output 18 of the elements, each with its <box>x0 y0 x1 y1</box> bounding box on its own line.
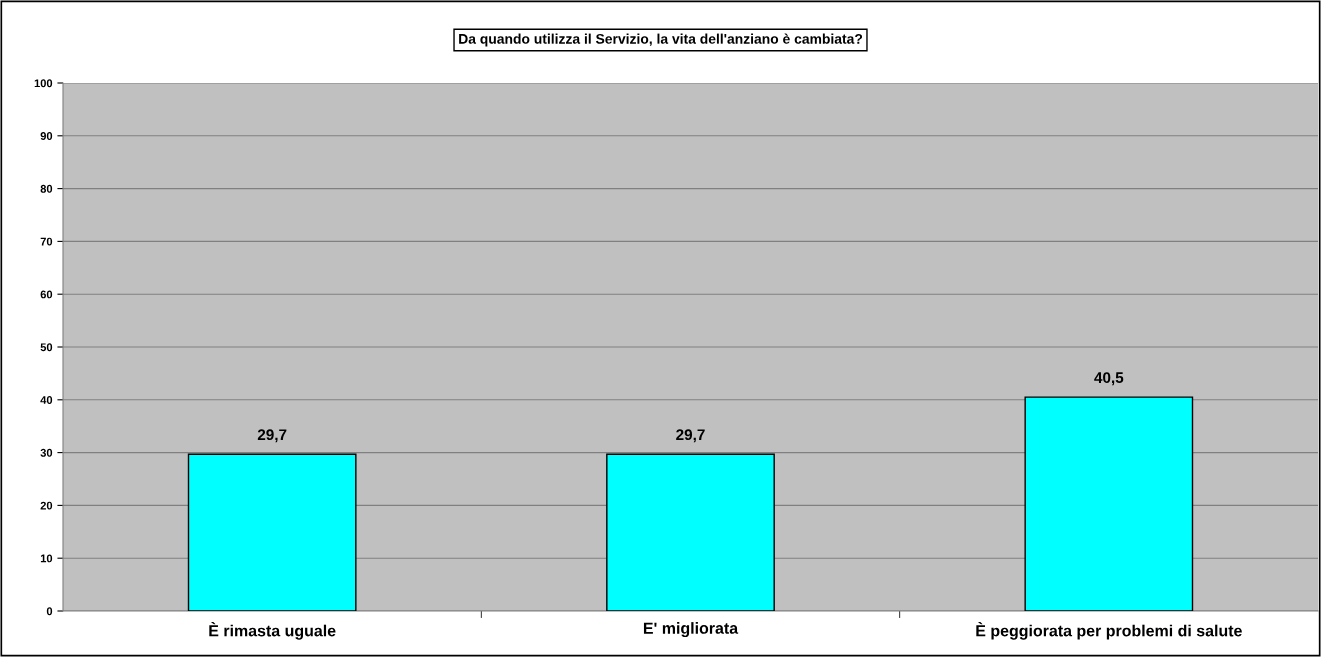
data-label: 29,7 <box>257 429 287 443</box>
y-tick-label: 10 <box>40 554 53 563</box>
y-tick-label: 0 <box>46 607 53 616</box>
y-tick-label: 70 <box>40 237 53 246</box>
y-tick-label: 80 <box>40 184 53 193</box>
data-label: 40,5 <box>1094 372 1124 386</box>
chart-title: Da quando utilizza il Servizio, la vita dell'anziano è cambiata? <box>459 33 863 47</box>
y-tick-label: 30 <box>40 448 53 457</box>
y-tick-label: 90 <box>40 132 53 140</box>
y-tick-label: 20 <box>40 501 53 510</box>
y-tick-label: 100 <box>34 79 53 88</box>
y-tick-label: 50 <box>40 343 53 352</box>
x-tick-label: È peggiorata per problemi di salute <box>976 622 1242 640</box>
x-tick-label: E' migliorata <box>643 622 739 638</box>
y-tick-label: 60 <box>40 290 53 299</box>
y-tick-label: 40 <box>40 396 53 404</box>
data-label: 29,7 <box>676 429 705 443</box>
x-tick-label: È rimasta uguale <box>209 622 336 640</box>
